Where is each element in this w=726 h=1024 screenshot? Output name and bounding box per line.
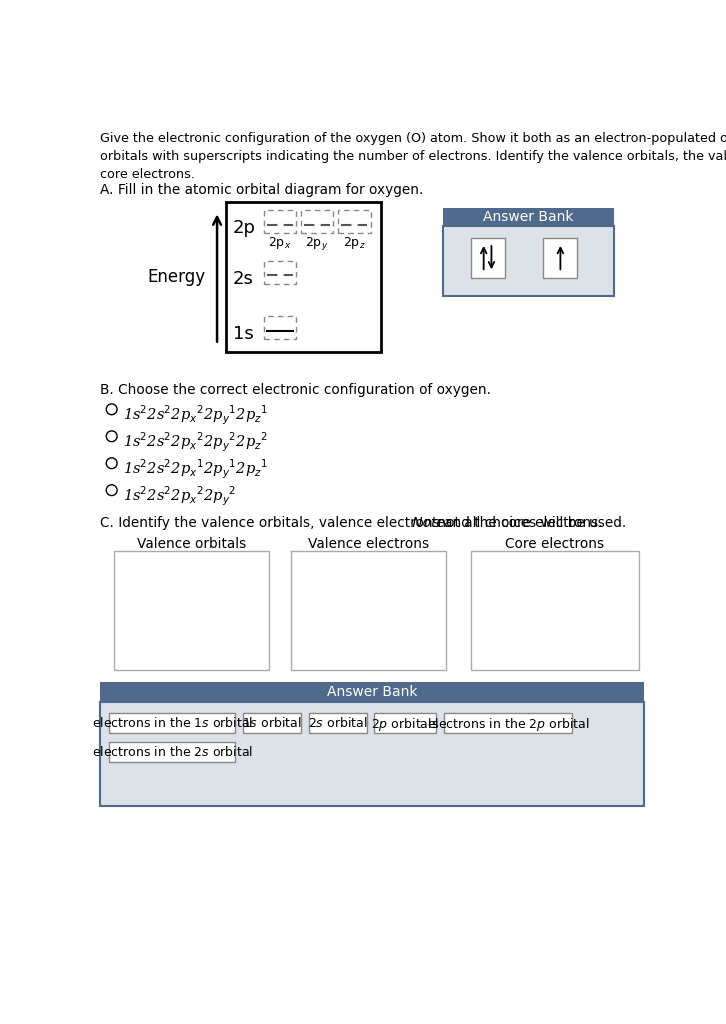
Bar — [110, 742, 235, 762]
Text: Note:: Note: — [408, 515, 449, 529]
Bar — [301, 210, 333, 233]
Text: electrons in the 2$\it{p}$ orbital: electrons in the 2$\it{p}$ orbital — [427, 716, 590, 733]
Text: Answer Bank: Answer Bank — [484, 210, 574, 224]
Text: 1$\it{s}$ orbital: 1$\it{s}$ orbital — [242, 716, 301, 730]
Text: 2p$_z$: 2p$_z$ — [343, 234, 366, 251]
Bar — [264, 316, 296, 339]
Text: 2p$_y$: 2p$_y$ — [306, 234, 329, 252]
Text: 2$\it{s}$ orbital: 2$\it{s}$ orbital — [308, 716, 367, 730]
Text: Core electrons: Core electrons — [505, 538, 605, 551]
Text: 1s: 1s — [232, 326, 253, 343]
Circle shape — [106, 458, 117, 469]
Text: not all choices will be used.: not all choices will be used. — [433, 515, 626, 529]
Text: Valence orbitals: Valence orbitals — [137, 538, 246, 551]
Bar — [470, 551, 640, 671]
Circle shape — [106, 403, 117, 415]
Text: 2$\it{p}$ orbitals: 2$\it{p}$ orbitals — [372, 716, 439, 733]
Text: Energy: Energy — [147, 268, 205, 286]
Circle shape — [106, 431, 117, 441]
Text: 1s$^2$2s$^2$2p$_x$$^1$2p$_y$$^1$2p$_z$$^1$: 1s$^2$2s$^2$2p$_x$$^1$2p$_y$$^1$2p$_z$$^… — [123, 458, 269, 481]
Bar — [444, 713, 572, 733]
Text: 2s: 2s — [232, 270, 253, 288]
Text: electrons in the 1$\it{s}$ orbital: electrons in the 1$\it{s}$ orbital — [91, 716, 253, 730]
Text: 1s$^2$2s$^2$2p$_x$$^2$2p$_y$$^2$: 1s$^2$2s$^2$2p$_x$$^2$2p$_y$$^2$ — [123, 484, 237, 508]
Text: A. Fill in the atomic orbital diagram for oxygen.: A. Fill in the atomic orbital diagram fo… — [100, 183, 423, 197]
Bar — [100, 701, 644, 806]
Bar — [114, 551, 269, 671]
Bar — [375, 713, 436, 733]
Text: electrons in the 2$\it{s}$ orbital: electrons in the 2$\it{s}$ orbital — [91, 745, 253, 759]
Text: Answer Bank: Answer Bank — [327, 685, 417, 699]
Text: 2p: 2p — [232, 219, 256, 238]
Bar — [444, 208, 614, 226]
Text: C. Identify the valence orbitals, valence electrons and the core electrons.: C. Identify the valence orbitals, valenc… — [100, 515, 603, 529]
Text: 1s$^2$2s$^2$2p$_x$$^2$2p$_y$$^2$2p$_z$$^2$: 1s$^2$2s$^2$2p$_x$$^2$2p$_y$$^2$2p$_z$$^… — [123, 431, 269, 455]
Bar — [338, 210, 370, 233]
Bar — [100, 682, 644, 701]
Bar — [227, 202, 381, 352]
Bar — [290, 551, 446, 671]
Bar — [543, 239, 577, 279]
Circle shape — [106, 484, 117, 496]
Bar — [264, 210, 296, 233]
Bar — [242, 713, 301, 733]
Bar — [264, 261, 296, 284]
Bar — [444, 226, 614, 296]
Text: Valence electrons: Valence electrons — [308, 538, 429, 551]
Text: 2p$_x$: 2p$_x$ — [268, 234, 291, 251]
Text: B. Choose the correct electronic configuration of oxygen.: B. Choose the correct electronic configu… — [100, 383, 491, 397]
Bar — [309, 713, 367, 733]
Bar — [110, 713, 235, 733]
Text: Give the electronic configuration of the oxygen (O) atom. Show it both as an ele: Give the electronic configuration of the… — [100, 132, 726, 181]
Bar — [470, 239, 505, 279]
Text: 1s$^2$2s$^2$2p$_x$$^2$2p$_y$$^1$2p$_z$$^1$: 1s$^2$2s$^2$2p$_x$$^2$2p$_y$$^1$2p$_z$$^… — [123, 403, 269, 427]
